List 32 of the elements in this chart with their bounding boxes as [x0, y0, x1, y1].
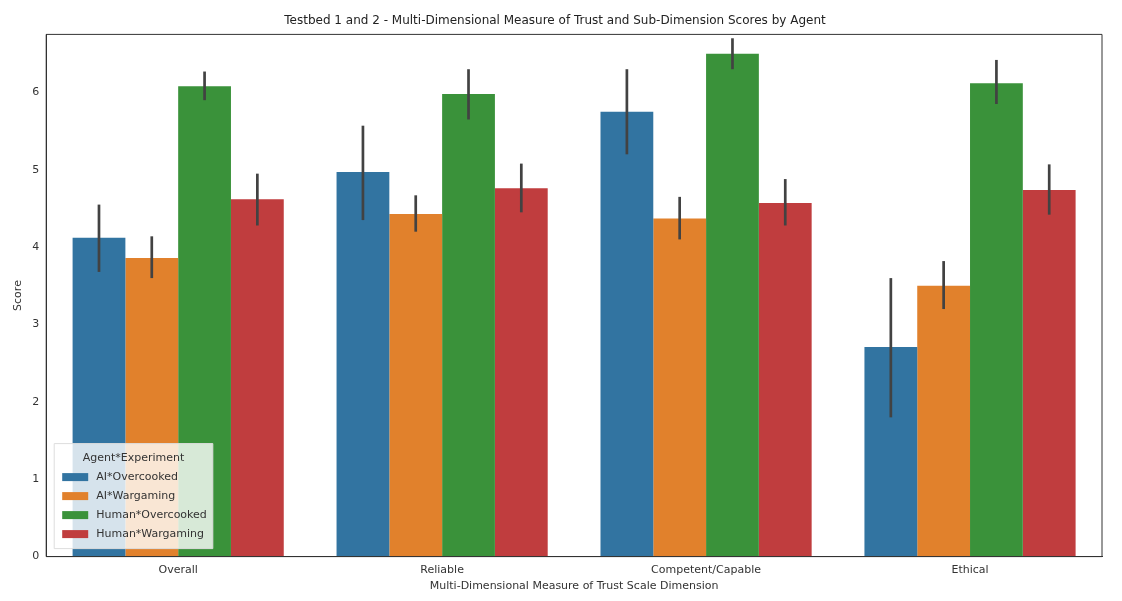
y-tick-label: 3	[32, 317, 40, 331]
bar	[758, 203, 812, 557]
bar	[970, 83, 1023, 557]
x-tick-label: Competent/Capable	[651, 563, 762, 577]
bar	[1022, 189, 1076, 557]
legend-label: Human*Wargaming	[96, 526, 205, 540]
y-axis-title: Score	[11, 279, 25, 311]
y-tick-label: 0	[32, 549, 40, 563]
x-tick-label: Reliable	[420, 563, 465, 577]
x-tick-label: Ethical	[951, 563, 989, 577]
x-tick-label: Overall	[158, 563, 198, 577]
y-tick-label: 4	[32, 240, 40, 254]
bar	[600, 111, 654, 557]
legend-title: Agent*Experiment	[82, 450, 185, 464]
bar	[864, 346, 918, 557]
legend-label: AI*Wargaming	[96, 488, 176, 502]
bar	[706, 53, 759, 557]
y-tick-label: 1	[32, 472, 40, 486]
y-tick-label: 6	[32, 85, 40, 99]
bar	[389, 213, 443, 557]
legend-label: Human*Overcooked	[96, 507, 207, 521]
bar	[336, 172, 390, 557]
bar	[230, 199, 284, 557]
x-axis-title: Multi-Dimensional Measure of Trust Scale Dimension	[429, 579, 719, 593]
y-tick-label: 2	[32, 394, 40, 408]
bar	[917, 285, 971, 557]
bar	[442, 93, 495, 557]
bar	[653, 218, 707, 557]
bar	[494, 188, 548, 557]
y-tick-label: 5	[32, 162, 40, 176]
legend-label: AI*Overcooked	[96, 469, 178, 483]
chart-title: Testbed 1 and 2 - Multi-Dimensional Measure of Trust and Sub-Dimension Scores by Agent	[283, 13, 826, 28]
